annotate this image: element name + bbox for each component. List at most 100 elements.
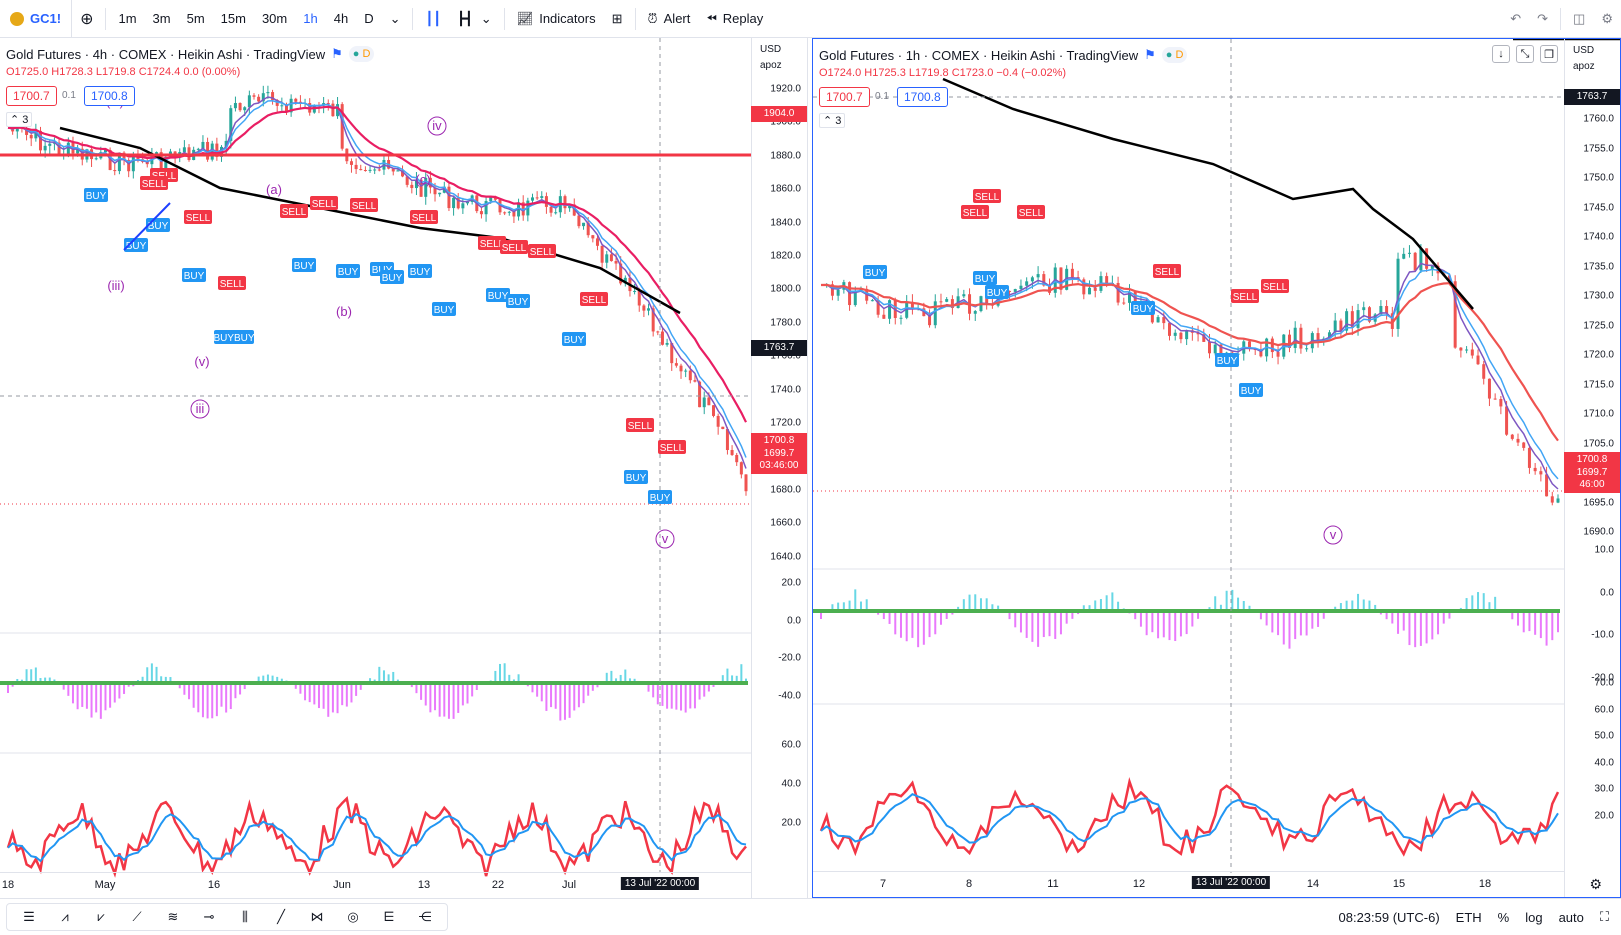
elliott-wave-label: (v) — [194, 354, 209, 369]
oscillator-bar — [680, 683, 682, 711]
buy-price-button[interactable]: 1700.8 — [897, 87, 948, 107]
horizontal-lines-icon[interactable]: ☰ — [11, 904, 47, 930]
redo-button[interactable]: ↷ — [1529, 0, 1556, 38]
svg-text:BUY: BUY — [1133, 304, 1154, 315]
settings-button[interactable]: ⚙ — [1593, 0, 1621, 38]
fullscreen-icon[interactable]: ⛶ — [1600, 909, 1609, 925]
chart-type-heikin-button[interactable]: ┣┫⌄ — [449, 0, 500, 38]
chevron-up-icon: ⌃ — [823, 115, 832, 127]
alert-button[interactable]: ⏰︎Alert — [640, 0, 699, 38]
sell-price-button[interactable]: 1700.7 — [6, 86, 57, 106]
oscillator-bar — [425, 683, 427, 706]
indicators-collapse[interactable]: ⌃ 3 — [819, 113, 845, 128]
layout-grid-button[interactable]: ⊞ — [604, 0, 631, 38]
oscillator-bar — [694, 683, 696, 708]
timeframe-D[interactable]: D — [356, 0, 381, 38]
currency-label[interactable]: USD — [1573, 45, 1594, 56]
divider — [504, 8, 505, 30]
price-tick-label: 1690.0 — [1583, 527, 1614, 538]
sell-price-button[interactable]: 1700.7 — [819, 87, 870, 107]
line-icon[interactable]: ╱ — [263, 904, 299, 930]
svg-text:BUY: BUY — [650, 493, 671, 504]
oscillator-bar — [216, 683, 218, 716]
candle-body — [854, 291, 857, 305]
undo-button[interactable]: ↶ — [1502, 0, 1529, 38]
maximize-icon[interactable]: ⤡ — [1516, 45, 1534, 63]
candle-body — [1025, 281, 1028, 285]
svg-text:BUY: BUY — [1241, 386, 1262, 397]
gear-icon: ⚙ — [1601, 11, 1613, 27]
oscillator-bar — [77, 683, 79, 709]
oscillator-bar — [1357, 594, 1359, 611]
chart-title: Gold Futures · 1h · COMEX · Heikin Ashi … — [819, 48, 1138, 63]
candle-body — [1019, 286, 1022, 289]
symbol-search[interactable]: GC1! — [0, 0, 72, 38]
gold-coin-icon — [10, 12, 24, 26]
oscillator-bar — [211, 683, 213, 718]
timeframe-30m[interactable]: 30m — [254, 0, 295, 38]
svg-text:SELL: SELL — [963, 208, 988, 219]
indicators-button[interactable]: 📈︎Indicators — [509, 0, 604, 38]
buy-price-button[interactable]: 1700.8 — [84, 86, 135, 106]
fib-spiral-icon[interactable]: ◎ — [335, 904, 371, 930]
auto-toggle[interactable]: auto — [1559, 910, 1584, 925]
vertical-lines-icon[interactable]: ⫼ — [227, 904, 263, 930]
gear-icon[interactable]: ⚙ — [1589, 876, 1602, 893]
timeframe-4h[interactable]: 4h — [326, 0, 356, 38]
regression-icon[interactable]: ⋲ — [407, 904, 443, 930]
timeframe-15m[interactable]: 15m — [213, 0, 254, 38]
oscillator-tick-label: -10.0 — [1591, 630, 1614, 641]
candle-body — [44, 146, 47, 151]
svg-text:SELL: SELL — [660, 443, 685, 454]
chart-type-candles-button[interactable]: ┃┃ — [417, 0, 449, 38]
trend-line-icon[interactable]: ⟋ — [119, 904, 155, 930]
scale-mode-label[interactable]: apoz — [760, 60, 782, 71]
clock[interactable]: 08:23:59 (UTC-6) — [1339, 910, 1440, 925]
buy-signal-label: BUY — [562, 332, 586, 346]
layout-button[interactable]: ◫ — [1565, 0, 1593, 38]
candle-body — [266, 92, 269, 93]
log-toggle[interactable]: log — [1525, 910, 1542, 925]
scale-mode-label[interactable]: apoz — [1573, 61, 1595, 72]
session-toggle[interactable]: ETH — [1456, 910, 1482, 925]
candle-body — [48, 144, 51, 146]
compare-add-button[interactable]: ⊕ — [72, 0, 101, 38]
restore-icon[interactable]: ❐ — [1540, 45, 1558, 63]
indicators-collapse[interactable]: ⌃ 3 — [6, 112, 32, 127]
oscillator-bar — [1557, 611, 1559, 632]
candle-body — [745, 474, 748, 491]
buy-signal-label: BUY — [336, 264, 360, 278]
buy-signal-label: BUY — [1239, 383, 1263, 397]
elliott-wave-icon[interactable]: ⩗ — [83, 904, 119, 930]
parallel-channel-icon[interactable]: ⋿ — [371, 904, 407, 930]
oscillator-bar — [1146, 611, 1148, 635]
xabcd-icon[interactable]: ⋈ — [299, 904, 335, 930]
timeframe-3m[interactable]: 3m — [145, 0, 179, 38]
svg-text:BUY: BUY — [338, 267, 359, 278]
timeframe-1m[interactable]: 1m — [110, 0, 144, 38]
timeframe-1h[interactable]: 1h — [295, 0, 325, 38]
arrow-down-icon[interactable]: ↓ — [1492, 45, 1510, 63]
timeframe-5m[interactable]: 5m — [179, 0, 213, 38]
candle-body — [1471, 350, 1474, 356]
fib-channel-icon[interactable]: ≋ — [155, 904, 191, 930]
replay-button[interactable]: ⏪︎Replay — [698, 0, 771, 38]
chart-legend: Gold Futures · 1h · COMEX · Heikin Ashi … — [819, 47, 1187, 63]
timeframe-dropdown[interactable]: ⌄ — [382, 0, 409, 38]
oscillator-bar — [197, 683, 199, 712]
pattern-abcd-icon[interactable]: ⩘ — [47, 904, 83, 930]
time-tick-label: 11 — [1047, 878, 1058, 890]
percent-toggle[interactable]: % — [1498, 910, 1510, 925]
currency-label[interactable]: USD — [760, 44, 781, 55]
horizontal-ray-icon[interactable]: ⊸ — [191, 904, 227, 930]
svg-text:BUY: BUY — [382, 273, 403, 284]
svg-text:SELL: SELL — [1019, 208, 1044, 219]
